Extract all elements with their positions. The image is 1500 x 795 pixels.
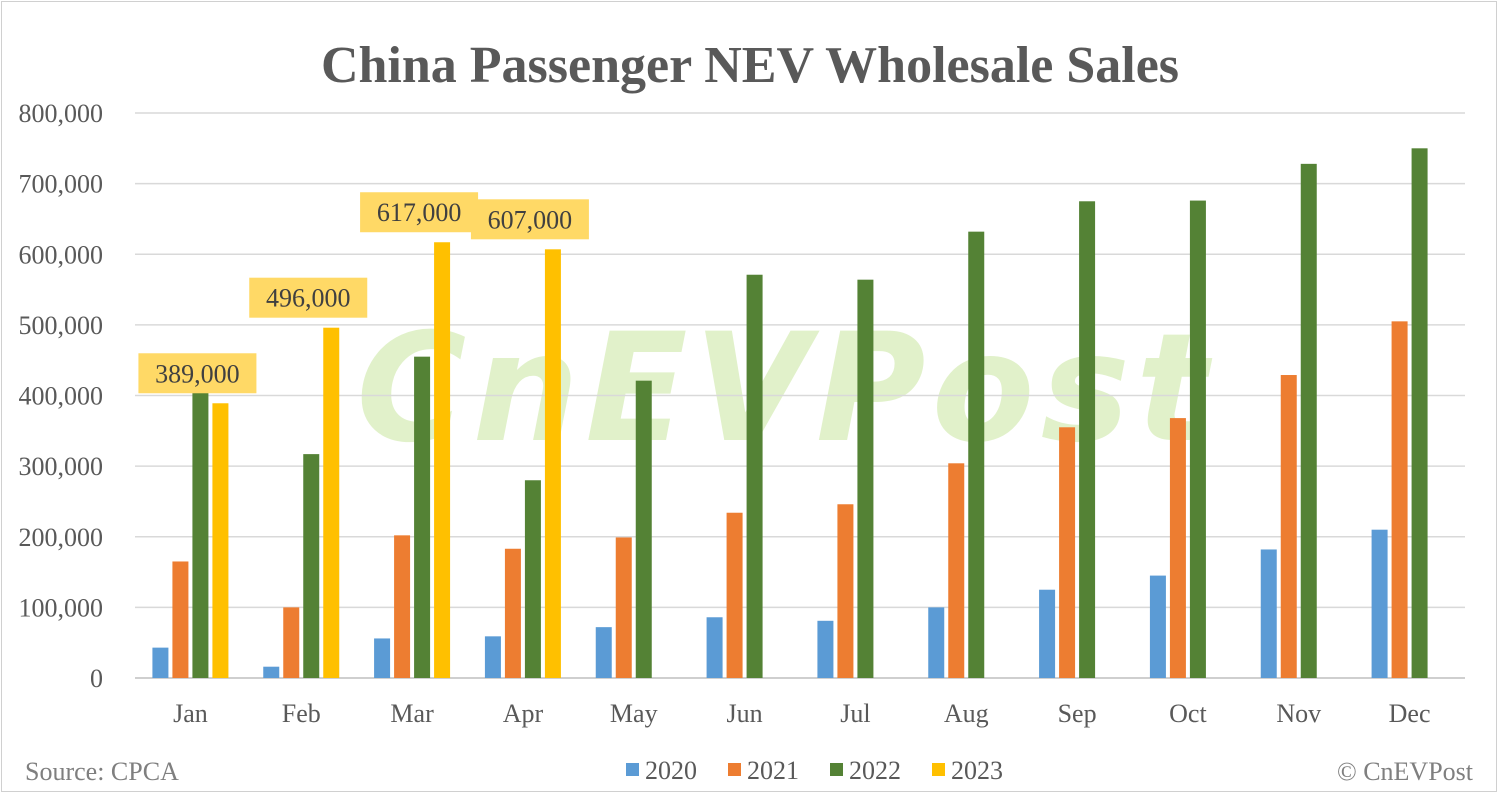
data-label: 496,000 [266, 284, 351, 313]
y-tick-label: 500,000 [19, 311, 104, 340]
bar-2022-Oct [1189, 200, 1206, 678]
bar-2022-Feb [303, 454, 320, 678]
bar-2020-Oct [1149, 575, 1166, 678]
y-tick-label: 300,000 [19, 452, 104, 481]
bar-2020-Jan [152, 647, 169, 678]
bar-2020-Jul [817, 620, 834, 678]
bar-2020-Aug [928, 607, 945, 678]
x-tick-label: Jan [173, 699, 208, 728]
bar-2021-Jan [172, 561, 189, 678]
bar-2021-Apr [504, 548, 521, 678]
bar-2020-Apr [484, 636, 501, 678]
bar-2022-Jun [746, 274, 763, 678]
y-tick-label: 400,000 [19, 382, 104, 411]
y-tick-label: 0 [90, 664, 103, 693]
bar-2021-Mar [394, 535, 411, 678]
bar-2023-Apr [544, 249, 561, 678]
chart-title: China Passenger NEV Wholesale Sales [321, 37, 1179, 94]
x-tick-label: Feb [282, 699, 321, 728]
x-tick-label: Nov [1276, 699, 1321, 728]
y-tick-label: 100,000 [19, 593, 104, 622]
bar-2022-Nov [1300, 163, 1317, 679]
legend-label: 2022 [849, 756, 901, 785]
bar-2021-Aug [948, 463, 965, 678]
bar-2023-Mar [434, 242, 451, 678]
x-tick-label: Jun [727, 699, 763, 728]
x-tick-label: Oct [1169, 699, 1207, 728]
copyright-text: © CnEVPost [1337, 757, 1474, 786]
bar-2021-Jul [837, 504, 854, 678]
bar-2020-Mar [374, 638, 391, 678]
data-label: 607,000 [488, 205, 573, 234]
source-text: Source: CPCA [25, 757, 179, 786]
y-tick-label: 200,000 [19, 523, 104, 552]
bar-2021-Jun [726, 512, 743, 678]
bar-2021-May [615, 537, 632, 678]
bar-2020-Sep [1039, 589, 1056, 678]
bar-2020-Dec [1371, 529, 1388, 678]
bar-2021-Dec [1391, 321, 1408, 678]
legend-label: 2023 [951, 756, 1003, 785]
bar-2022-Jan [192, 392, 209, 678]
bar-2021-Oct [1169, 418, 1186, 678]
x-tick-label: Dec [1389, 699, 1431, 728]
bar-2022-Mar [414, 356, 431, 678]
y-tick-label: 600,000 [19, 240, 104, 269]
bar-2022-Sep [1079, 201, 1096, 678]
legend-swatch-2021 [728, 763, 741, 776]
bar-2023-Jan [212, 403, 229, 678]
bar-2023-Feb [323, 327, 340, 678]
bar-2020-May [595, 627, 612, 678]
y-tick-label: 700,000 [19, 170, 104, 199]
bar-2021-Nov [1280, 375, 1297, 678]
bar-2021-Sep [1059, 427, 1076, 678]
x-tick-label: Apr [503, 699, 544, 728]
bar-2020-Nov [1260, 549, 1277, 678]
x-tick-label: Jul [840, 699, 870, 728]
bar-2022-Jul [857, 279, 874, 678]
legend-label: 2021 [747, 756, 799, 785]
bar-2020-Jun [706, 617, 723, 678]
x-tick-label: Sep [1058, 699, 1097, 728]
bar-2021-Feb [283, 607, 300, 678]
bar-2022-Dec [1411, 148, 1428, 678]
bar-2020-Feb [263, 666, 280, 678]
data-label-box [249, 277, 368, 318]
x-tick-label: Mar [390, 699, 434, 728]
legend-swatch-2023 [932, 763, 945, 776]
bar-2022-Apr [524, 480, 541, 678]
bar-2022-May [635, 380, 652, 678]
data-label: 389,000 [155, 359, 240, 388]
x-tick-label: Aug [944, 699, 989, 728]
legend-swatch-2020 [626, 763, 639, 776]
legend-label: 2020 [645, 756, 697, 785]
data-label-box [360, 192, 479, 233]
bar-2022-Aug [968, 231, 985, 678]
legend-swatch-2022 [830, 763, 843, 776]
x-tick-label: May [610, 699, 658, 728]
y-tick-label: 800,000 [19, 99, 104, 128]
data-label-box [470, 199, 589, 240]
data-label-box [138, 353, 257, 394]
data-label: 617,000 [377, 198, 462, 227]
